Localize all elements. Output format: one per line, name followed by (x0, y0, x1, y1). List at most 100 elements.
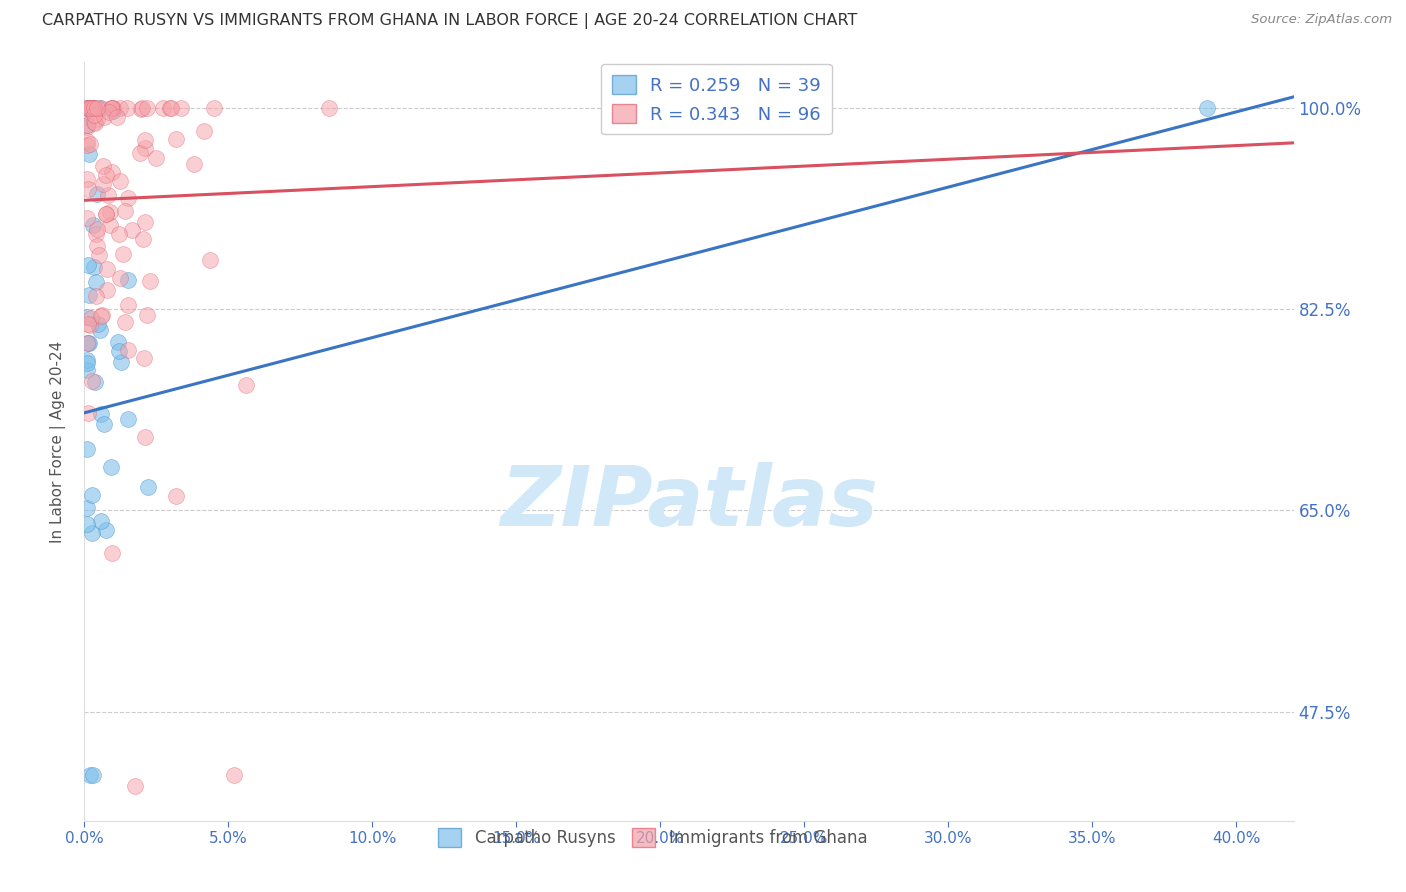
Point (108, 102, 131, 116)
Point (82, 374, 104, 388)
Point (124, 779, 146, 793)
Point (108, 271, 131, 285)
Point (183, 157, 205, 171)
Point (121, 223, 143, 237)
Point (79, 102, 101, 116)
Point (117, 343, 139, 357)
Point (86, 102, 108, 116)
Point (134, 215, 156, 229)
Point (76, 211, 98, 226)
Point (76, 172, 98, 186)
Point (108, 173, 131, 187)
Y-axis label: In Labor Force | Age 20-24: In Labor Force | Age 20-24 (49, 341, 66, 542)
Point (159, 102, 181, 116)
Point (77, 335, 100, 350)
Point (117, 411, 139, 425)
Point (96, 207, 118, 221)
Point (101, 102, 124, 116)
Point (165, 132, 187, 146)
Point (82, 767, 104, 781)
Point (86, 187, 108, 202)
Point (82, 102, 104, 116)
Point (134, 430, 156, 444)
Point (89, 102, 111, 116)
Point (132, 351, 155, 365)
Point (90, 407, 112, 421)
Point (84, 116, 107, 130)
Point (79, 136, 101, 151)
Point (222, 767, 245, 781)
Point (76, 352, 98, 367)
Point (117, 191, 139, 205)
Point (108, 344, 131, 359)
Text: Source: ZipAtlas.com: Source: ZipAtlas.com (1251, 13, 1392, 27)
Point (131, 102, 153, 116)
Point (98, 205, 121, 219)
Point (83, 102, 105, 116)
Point (76, 102, 98, 116)
Point (76, 182, 98, 196)
Point (136, 481, 159, 495)
Point (82, 102, 104, 116)
Point (82, 102, 104, 116)
Point (76, 134, 98, 148)
Point (98, 218, 121, 232)
Point (170, 102, 193, 116)
Point (76, 102, 98, 116)
Point (76, 102, 98, 116)
Point (76, 363, 98, 377)
Point (91, 159, 114, 173)
Point (83, 115, 105, 129)
Point (94, 207, 117, 221)
Point (111, 247, 134, 261)
Point (76, 516, 98, 531)
Point (114, 204, 136, 219)
Point (103, 103, 125, 118)
Point (76, 442, 98, 456)
Point (90, 102, 112, 116)
Point (76, 356, 98, 370)
Point (77, 318, 100, 332)
Point (82, 218, 104, 232)
Point (134, 133, 156, 147)
Point (98, 105, 121, 120)
Point (107, 334, 129, 349)
Point (86, 289, 108, 303)
Point (160, 102, 183, 116)
Point (77, 102, 100, 116)
Point (100, 460, 122, 475)
Point (100, 102, 122, 116)
Point (97, 188, 120, 202)
Point (94, 168, 117, 182)
Point (83, 260, 105, 275)
Point (80, 525, 103, 540)
Point (77, 102, 100, 116)
Point (90, 310, 112, 324)
Point (136, 102, 159, 116)
Point (86, 112, 108, 126)
Point (76, 118, 98, 132)
Point (90, 308, 112, 322)
Point (1197, 102, 1219, 116)
Point (101, 102, 124, 116)
Point (235, 378, 257, 392)
Point (76, 336, 98, 351)
Point (77, 147, 100, 161)
Point (90, 514, 112, 528)
Point (79, 318, 101, 332)
Point (100, 546, 122, 560)
Point (134, 141, 156, 155)
Point (93, 110, 115, 124)
Point (84, 275, 107, 289)
Point (318, 102, 340, 116)
Point (79, 767, 101, 781)
Point (105, 110, 128, 124)
Point (83, 108, 105, 122)
Point (83, 102, 105, 116)
Point (82, 102, 104, 116)
Point (89, 323, 111, 337)
Point (108, 227, 131, 242)
Point (131, 102, 153, 116)
Point (77, 288, 100, 302)
Point (84, 375, 107, 389)
